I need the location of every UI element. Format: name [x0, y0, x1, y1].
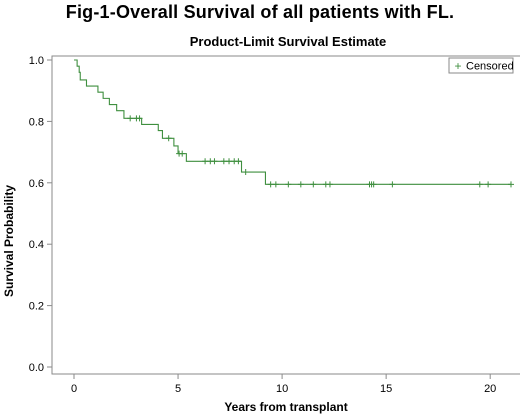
- censored-marker: [136, 115, 143, 122]
- censored-markers: [127, 115, 514, 188]
- x-axis: 0 5 10 15 20: [71, 374, 496, 395]
- x-axis-label: Years from transplant: [224, 400, 347, 414]
- x-tick-label: 10: [276, 383, 288, 395]
- survival-curve: [74, 59, 511, 185]
- censored-marker: [226, 158, 233, 165]
- y-axis-label: Survival Probability: [2, 185, 16, 297]
- y-tick-label: 0.0: [29, 362, 44, 374]
- censored-marker: [267, 181, 274, 188]
- figure-title: Fig-1-Overall Survival of all patients w…: [65, 2, 455, 22]
- censored-marker: [326, 181, 333, 188]
- y-tick-label: 1.0: [29, 55, 44, 67]
- censored-marker: [485, 181, 492, 188]
- censored-marker: [235, 158, 242, 165]
- y-tick-label: 0.6: [29, 178, 44, 190]
- legend-censored-label: Censored: [466, 61, 514, 73]
- censored-marker: [220, 158, 227, 165]
- survival-chart: Product-Limit Survival Estimate 0.00.20.…: [2, 34, 520, 414]
- y-tick-label: 0.4: [29, 239, 44, 251]
- censored-marker: [165, 135, 172, 142]
- censored-marker: [389, 181, 396, 188]
- censored-marker: [297, 181, 304, 188]
- x-tick-label: 20: [484, 383, 496, 395]
- censored-marker: [127, 115, 134, 122]
- censored-marker: [211, 158, 218, 165]
- chart-title: Product-Limit Survival Estimate: [190, 34, 387, 49]
- censored-marker: [285, 181, 292, 188]
- censored-marker: [272, 181, 279, 188]
- x-tick-label: 15: [380, 383, 392, 395]
- y-axis: 0.0 0.2 0.4 0.6 0.8 1.0: [29, 55, 52, 374]
- censored-marker: [370, 181, 377, 188]
- censored-marker: [202, 158, 209, 165]
- censored-marker: [179, 150, 186, 157]
- x-tick-label: 0: [71, 383, 77, 395]
- censored-marker: [508, 181, 514, 188]
- legend-censored-marker: +: [454, 59, 461, 73]
- censored-marker: [476, 181, 483, 188]
- censored-marker: [310, 181, 317, 188]
- legend-box: [448, 57, 514, 74]
- y-tick-label: 0.8: [29, 116, 44, 128]
- plot-frame: [51, 55, 520, 375]
- censored-marker: [242, 169, 249, 176]
- x-tick-label: 5: [175, 383, 181, 395]
- legend: + Censored: [448, 57, 514, 74]
- y-tick-label: 0.2: [29, 301, 44, 313]
